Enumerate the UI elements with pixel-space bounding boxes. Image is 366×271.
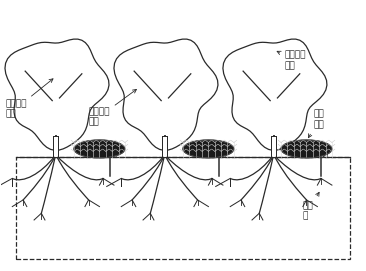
Polygon shape xyxy=(162,136,167,157)
Text: 第一排芒
果树: 第一排芒 果树 xyxy=(5,79,53,118)
Text: 第三排芒
果树: 第三排芒 果树 xyxy=(277,51,306,70)
Polygon shape xyxy=(313,148,329,151)
Polygon shape xyxy=(114,39,218,150)
Polygon shape xyxy=(271,136,276,157)
Ellipse shape xyxy=(281,140,332,158)
Text: 第二排芒
果树: 第二排芒 果树 xyxy=(89,89,137,127)
Polygon shape xyxy=(102,148,118,151)
Polygon shape xyxy=(5,39,109,150)
Text: 施肥
器: 施肥 器 xyxy=(303,192,319,220)
Ellipse shape xyxy=(183,140,234,158)
Ellipse shape xyxy=(74,140,125,158)
Polygon shape xyxy=(319,151,323,157)
Polygon shape xyxy=(109,151,112,157)
Polygon shape xyxy=(223,39,327,150)
Text: 豆科
作物: 豆科 作物 xyxy=(309,110,325,138)
Polygon shape xyxy=(53,136,59,157)
Polygon shape xyxy=(217,151,221,157)
Bar xyxy=(16,157,350,259)
Polygon shape xyxy=(211,148,227,151)
